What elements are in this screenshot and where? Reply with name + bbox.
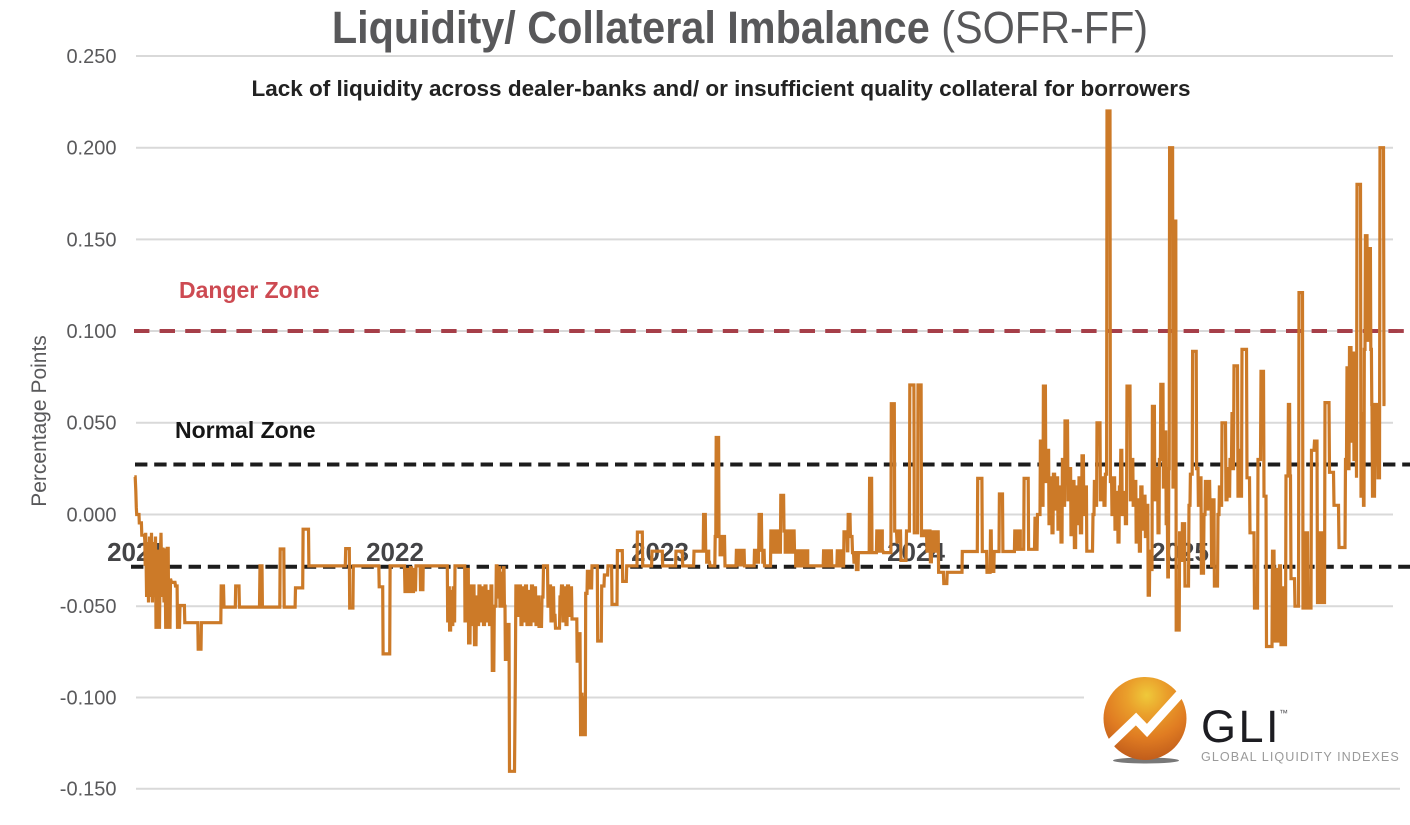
- svg-text:Danger Zone: Danger Zone: [179, 277, 320, 303]
- svg-text:GLOBAL LIQUIDITY INDEXES: GLOBAL LIQUIDITY INDEXES: [1201, 750, 1400, 764]
- svg-text:Liquidity/ Collateral Imbalanc: Liquidity/ Collateral Imbalance (SOFR-FF…: [332, 3, 1148, 53]
- svg-text:-0.100: -0.100: [60, 688, 117, 710]
- svg-text:-0.150: -0.150: [60, 779, 117, 801]
- svg-text:0.150: 0.150: [66, 229, 116, 251]
- svg-text:0.100: 0.100: [66, 321, 116, 343]
- svg-text:Lack of liquidity across deale: Lack of liquidity across dealer-banks an…: [252, 76, 1191, 101]
- svg-text:™: ™: [1279, 708, 1288, 718]
- svg-text:GLI: GLI: [1201, 701, 1281, 752]
- svg-text:0.000: 0.000: [66, 505, 116, 527]
- svg-text:Percentage Points: Percentage Points: [28, 335, 51, 507]
- svg-text:0.250: 0.250: [66, 46, 116, 68]
- svg-text:0.050: 0.050: [66, 413, 116, 435]
- svg-text:-0.050: -0.050: [60, 596, 117, 618]
- svg-text:2022: 2022: [366, 537, 424, 567]
- svg-text:Normal Zone: Normal Zone: [175, 417, 316, 443]
- svg-text:0.200: 0.200: [66, 138, 116, 160]
